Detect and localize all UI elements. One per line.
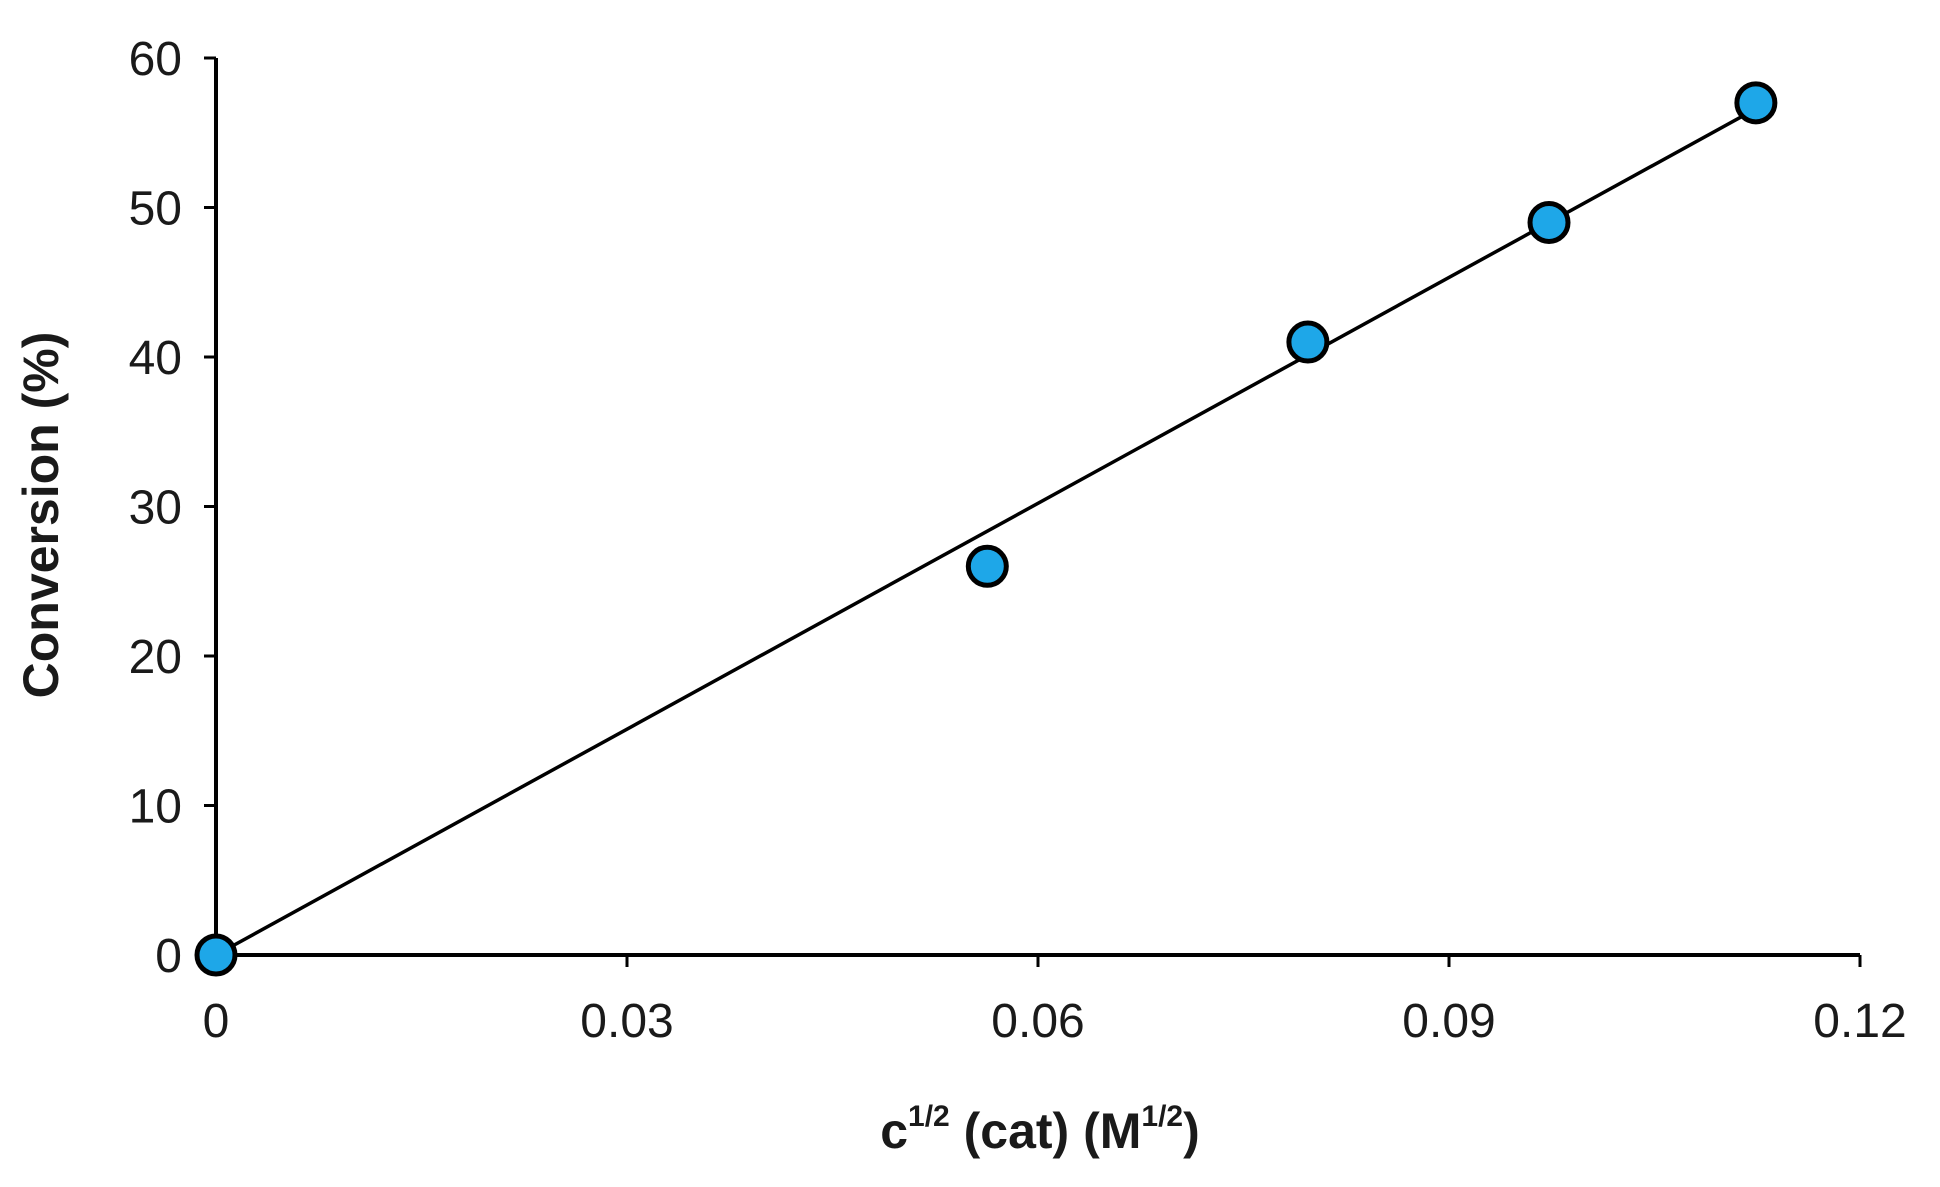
data-point — [965, 544, 1009, 588]
data-point — [194, 933, 238, 977]
trend-line — [215, 107, 1757, 957]
x-tick-label: 0.06 — [991, 995, 1084, 1048]
data-point — [1527, 200, 1571, 244]
y-tick-label: 20 — [129, 631, 182, 684]
x-tick-label: 0 — [203, 995, 230, 1048]
y-tick-label: 40 — [129, 332, 182, 385]
x-tick-label: 0.12 — [1813, 995, 1906, 1048]
x-axis-label: c1/2 (cat) (M1/2) — [880, 1100, 1200, 1159]
data-point — [1734, 81, 1778, 125]
y-tick-label: 30 — [129, 482, 182, 535]
y-axis-label: Conversion (%) — [13, 332, 69, 699]
y-tick-label: 50 — [129, 183, 182, 236]
x-axis-label-end: ) — [1183, 1103, 1200, 1159]
x-axis-label-sup: 1/2 — [908, 1100, 950, 1133]
y-axis-ticks: 0 10 20 30 40 50 60 — [129, 33, 216, 983]
x-axis-label-base: c — [880, 1103, 908, 1159]
x-axis-label-middle: (cat) (M — [950, 1103, 1142, 1159]
x-tick-label: 0.09 — [1402, 995, 1495, 1048]
y-tick-label: 0 — [155, 930, 182, 983]
y-tick-label: 60 — [129, 33, 182, 86]
y-tick-label: 10 — [129, 781, 182, 834]
x-axis-label-unit-sup: 1/2 — [1141, 1100, 1183, 1133]
x-tick-label: 0.03 — [580, 995, 673, 1048]
x-axis-ticks: 0 0.03 0.06 0.09 0.12 — [203, 955, 1907, 1048]
data-points — [194, 81, 1778, 977]
data-point — [1286, 320, 1330, 364]
